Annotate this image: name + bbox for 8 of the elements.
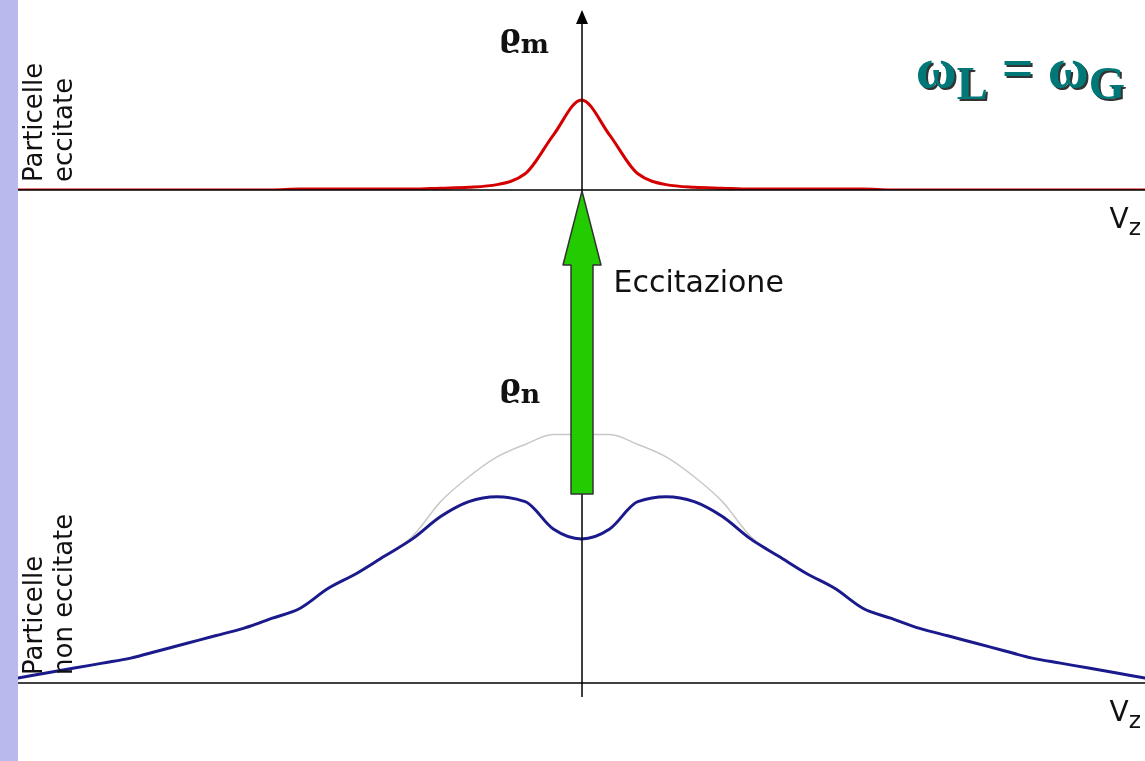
text: Eccitazione bbox=[613, 264, 784, 299]
y-axis-title: ϱ$_{n}$ bbox=[499, 366, 541, 410]
annotation: ω$_{L}$ = ω$_{G}$ bbox=[915, 36, 1125, 111]
text: Particelle non eccitate bbox=[18, 513, 78, 675]
chart-title: Particelle eccitate bbox=[18, 62, 78, 182]
x-axis-title: V$_{z}$ bbox=[1109, 695, 1141, 734]
x-axis-title: V$_{z}$ bbox=[1109, 202, 1141, 241]
y-axis-title: ϱ$_{m}$ bbox=[499, 16, 549, 60]
